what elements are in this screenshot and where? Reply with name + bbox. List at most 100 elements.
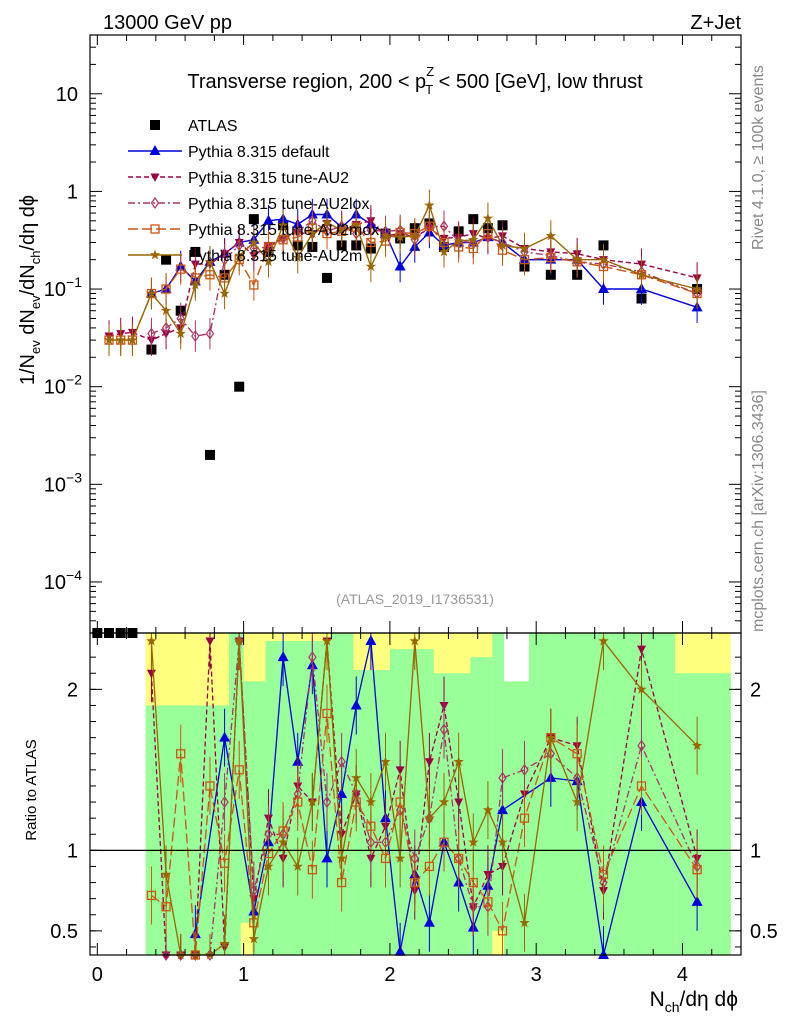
data-point [438,246,450,257]
ratio-point [571,796,583,807]
series-5 [103,189,703,356]
legend: ATLAS Pythia 8.315 default Pythia 8.315 tu… [128,118,379,265]
ratio-point [598,635,609,646]
ratio-point [519,813,530,823]
ratio-point [322,708,332,719]
y-axis-label-main: 1/Nev dNev/dNch/dη dϕ [17,195,43,385]
data-point [147,327,156,340]
ratio-point [219,938,230,949]
data-point [497,239,508,250]
ratio-point [691,740,703,751]
data-point [204,256,216,267]
analysis-watermark: (ATLAS_2019_I1736531) [336,591,494,607]
legend-marker [150,224,160,234]
ratio-point [545,732,557,743]
data-point [205,327,215,340]
y-tick-label: 10−3 [44,469,82,496]
ratio-point [497,804,509,815]
ratio-point [205,637,215,647]
ratio-point [410,877,420,888]
data-point [482,212,494,223]
ratio-point [205,781,215,791]
ratio-frame [89,632,742,956]
band-green-segment [550,633,610,955]
ratio-point [454,798,464,808]
legend-marker [149,145,161,155]
ratio-point [423,916,435,927]
ratio-y-tick-label: 1 [67,840,78,862]
band-green-segment [675,673,731,955]
data-point [424,199,435,210]
band-green-segment [470,657,493,955]
data-point [468,234,479,245]
data-point [249,280,259,290]
data-point [190,279,201,290]
ratio-point [277,836,289,847]
data-point [175,328,186,338]
ratio-point [307,865,318,875]
ratio-point [365,635,377,646]
ratio-point [322,796,332,809]
ratio-point [468,877,478,888]
data-point [380,230,391,241]
data-point [103,334,115,345]
ratio-point [380,853,391,864]
band-green-segment [389,649,434,955]
plot-title: Transverse region, 200 < pZ T < 500 [GeV]… [187,64,643,97]
title-sub: T [425,82,433,97]
legend-marker [150,120,160,130]
data-point [248,237,260,247]
ratio-point [692,865,702,875]
x-tick-label: 0 [92,964,103,986]
data-point [191,330,200,343]
data-point [691,283,703,294]
data-point [545,230,557,241]
main-plot-series [92,189,703,638]
band-blank [504,633,529,682]
data-point [598,254,609,265]
data-point [248,214,259,225]
band-green-segment [433,673,471,955]
ratio-point [351,772,362,783]
ratio-point [637,645,647,655]
ratio-point [468,836,479,847]
band-yellow-gap [240,922,253,955]
x-tick-label: 1 [238,964,249,986]
data-point [234,250,245,261]
data-point [204,449,215,460]
y-tick-label: 1 [67,181,78,203]
legend-label: Pythia 8.315 tune-AU2m [188,248,362,265]
ratio-point [263,861,274,871]
legend-label: ATLAS [188,118,238,135]
series-line [109,203,698,341]
ratio-series-5 [146,633,703,960]
legend-marker [149,249,161,260]
ratio-point [336,852,347,863]
ratio-point [439,837,449,847]
ratio-point [498,771,507,784]
ratio-point [160,869,172,879]
ratio-point [454,853,464,864]
data-point [307,228,318,238]
ratio-point [637,739,646,752]
title-suffix: < 500 [GeV], low thrust [433,71,643,93]
ratio-point [598,869,609,880]
data-point [366,237,376,248]
data-point [263,256,274,267]
data-point [127,334,138,345]
ratio-point [439,723,449,736]
axes: 0 1 2 3 4 10−4 10−3 10−2 10−1 1 10 0.5 0.5 1 1 2 2 [44,34,778,986]
legend-marker [150,173,160,182]
data-point [519,243,530,253]
ratio-point [572,749,582,759]
data-point [365,261,377,271]
ratio-point [691,895,703,906]
ratio-point [337,755,346,768]
ratio-point [424,861,435,872]
data-point [546,252,556,263]
data-point [394,231,406,242]
ratio-point [438,796,450,807]
ratio-point [176,749,186,759]
ratio-point [636,683,647,694]
ratio-point [520,763,529,776]
